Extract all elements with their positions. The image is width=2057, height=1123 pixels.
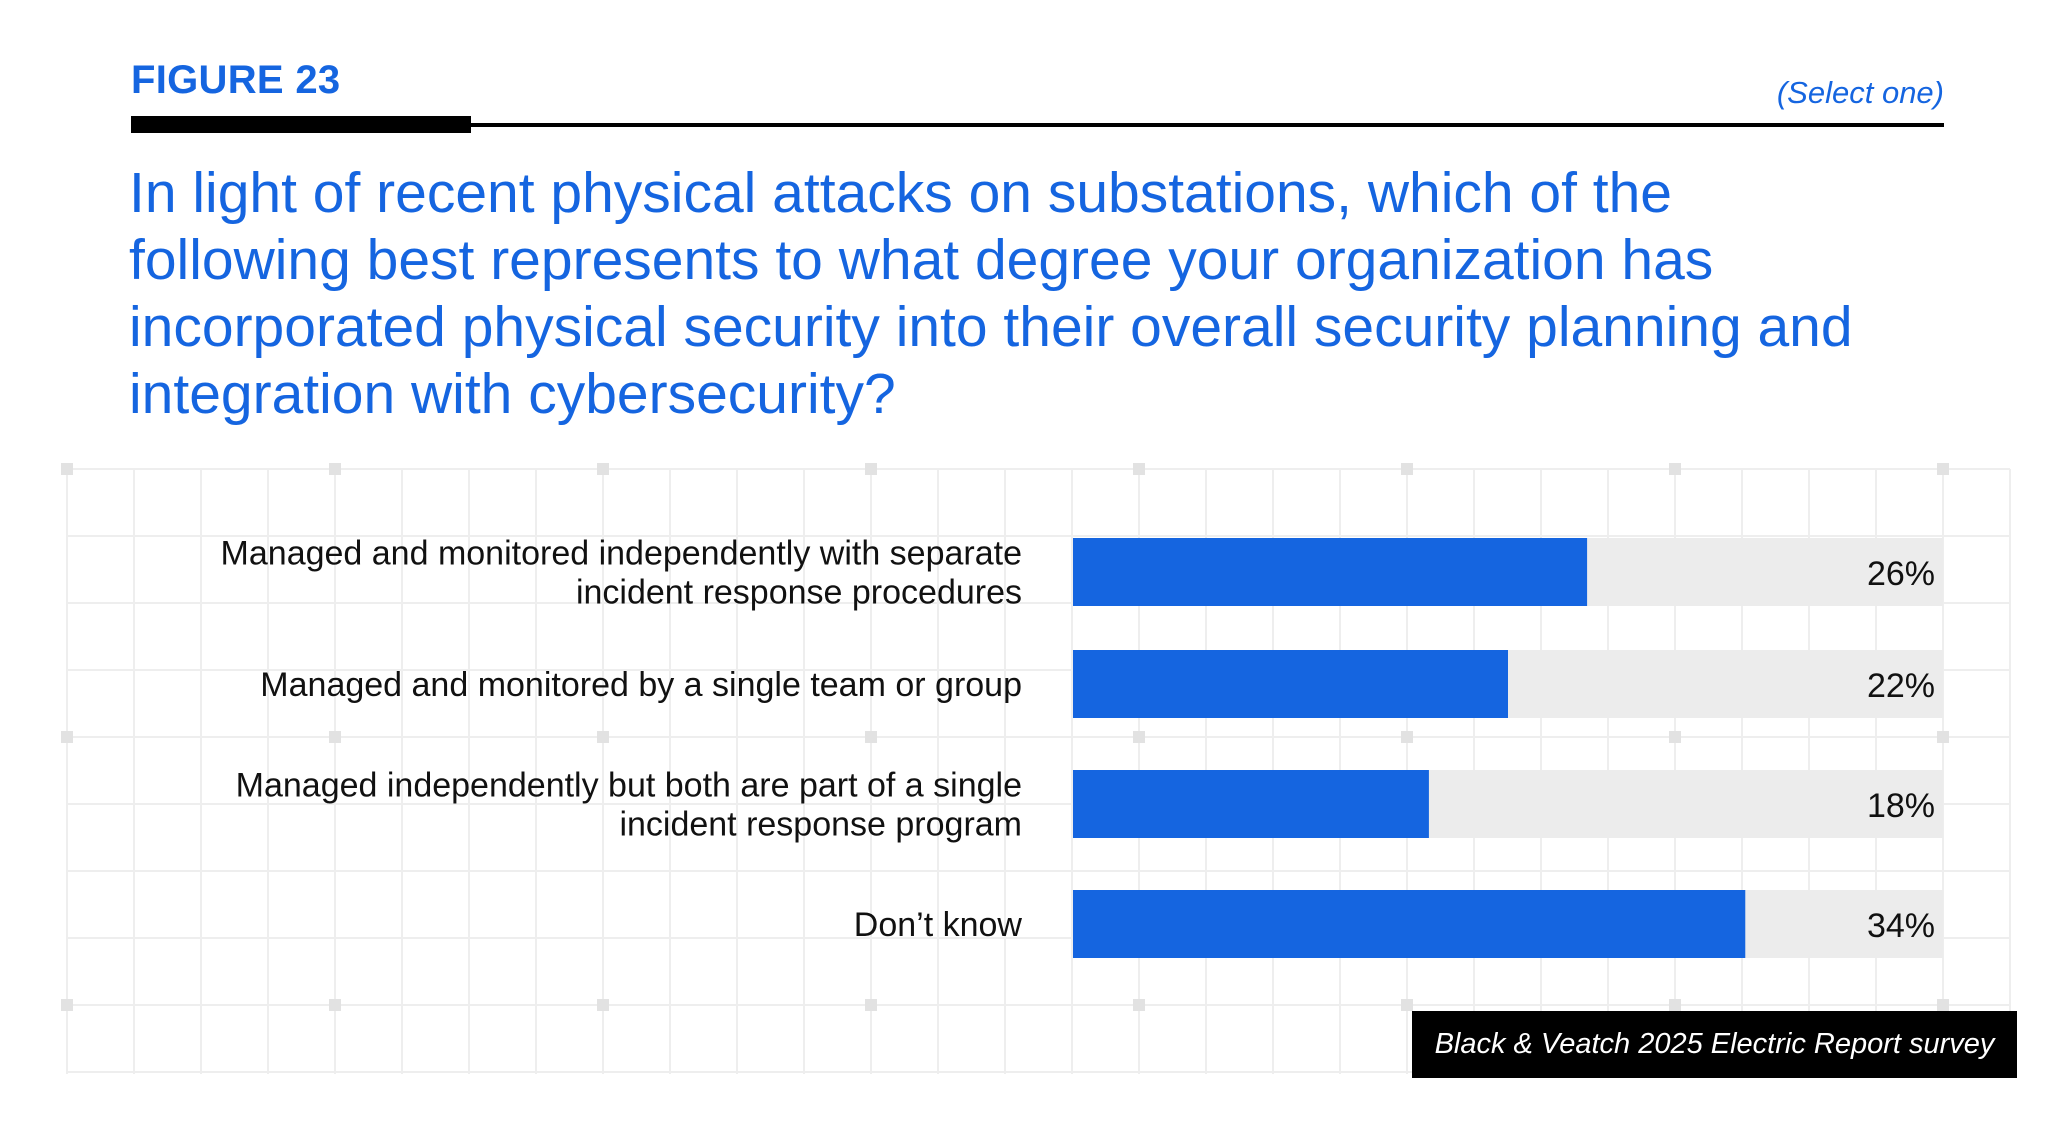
- grid-marker: [597, 999, 609, 1011]
- grid-marker: [1669, 463, 1681, 475]
- grid-marker: [597, 463, 609, 475]
- data-label: 22%: [1867, 667, 1935, 705]
- bar: [1073, 650, 1508, 718]
- grid-marker: [1133, 463, 1145, 475]
- grid-marker: [1401, 463, 1413, 475]
- data-label: 18%: [1867, 787, 1935, 825]
- source-note: Black & Veatch 2025 Electric Report surv…: [1412, 1011, 2017, 1078]
- bars: 26% 22% 18% 34%: [1073, 538, 1943, 958]
- category-label: Managed independently but both are part …: [236, 767, 1022, 805]
- header-rule-accent: [131, 116, 471, 133]
- grid-marker: [61, 999, 73, 1011]
- grid-marker: [329, 999, 341, 1011]
- grid-marker: [1937, 463, 1949, 475]
- category-label: Don’t know: [854, 906, 1023, 944]
- background-grid: [61, 463, 2011, 1074]
- grid-marker: [597, 731, 609, 743]
- category-label: incident response program: [619, 806, 1022, 844]
- grid-marker: [329, 731, 341, 743]
- header-rule: [131, 123, 1944, 127]
- category-label: Managed and monitored independently with…: [221, 535, 1022, 573]
- grid-marker: [865, 731, 877, 743]
- grid-marker: [1937, 999, 1949, 1011]
- grid-marker: [1133, 731, 1145, 743]
- bar: [1073, 770, 1429, 838]
- data-label: 34%: [1867, 907, 1935, 945]
- bar: [1073, 538, 1588, 606]
- grid-marker: [1669, 999, 1681, 1011]
- category-labels: Managed and monitored independently with…: [221, 535, 1023, 945]
- grid-marker: [1401, 731, 1413, 743]
- grid-marker: [1669, 731, 1681, 743]
- grid-marker: [61, 463, 73, 475]
- select-one-note: (Select one): [1776, 75, 1944, 110]
- grid-marker: [865, 463, 877, 475]
- grid-marker: [865, 999, 877, 1011]
- figure-label: FIGURE 23: [131, 58, 341, 102]
- survey-question: In light of recent physical attacks on s…: [129, 161, 1853, 426]
- category-label: incident response procedures: [576, 574, 1022, 612]
- data-label: 26%: [1867, 555, 1935, 593]
- grid-marker: [329, 463, 341, 475]
- grid-marker: [61, 731, 73, 743]
- grid-marker: [1401, 999, 1413, 1011]
- bar: [1073, 890, 1746, 958]
- grid-marker: [1133, 999, 1145, 1011]
- grid-marker: [1937, 731, 1949, 743]
- category-label: Managed and monitored by a single team o…: [260, 666, 1022, 704]
